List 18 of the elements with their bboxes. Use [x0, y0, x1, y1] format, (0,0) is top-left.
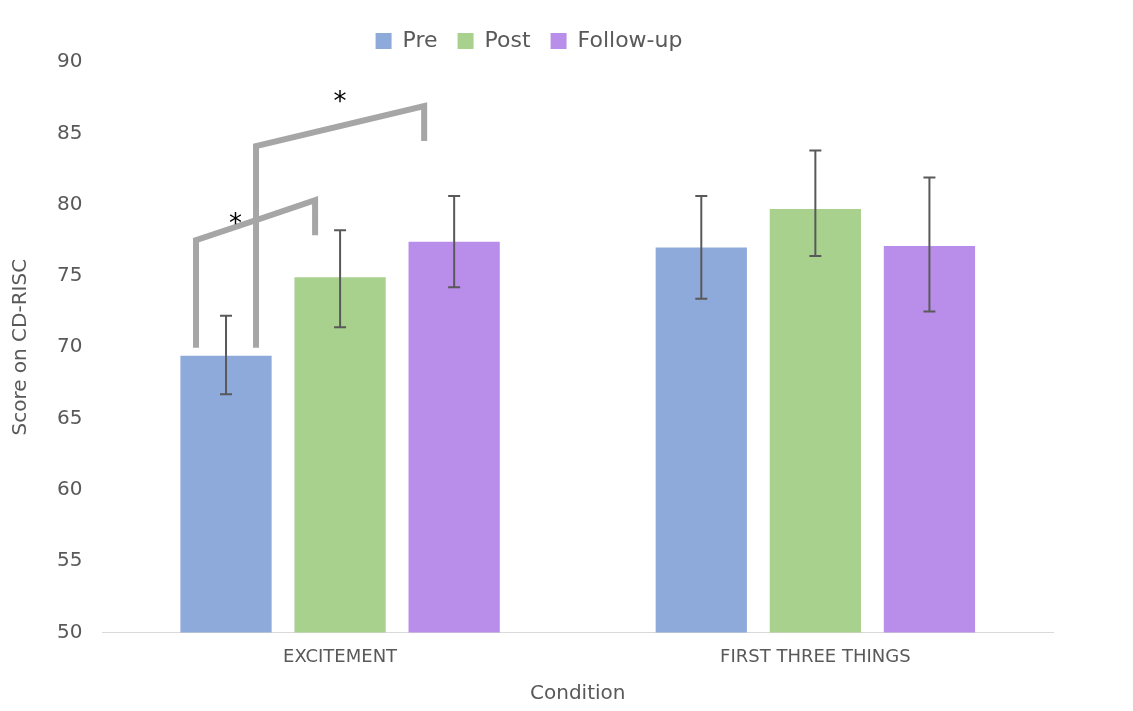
x-tick-label: FIRST THREE THINGS — [720, 644, 911, 666]
y-axis-title: Score on CD-RISC — [7, 258, 32, 436]
legend-label: Pre — [402, 26, 438, 52]
legend-label: Post — [484, 26, 531, 52]
annotation: * — [333, 86, 347, 117]
y-tick-label: 50 — [57, 618, 83, 643]
y-tick-label: 55 — [57, 547, 83, 572]
legend-label: Follow-up — [577, 26, 683, 52]
y-tick-label: 70 — [57, 333, 83, 358]
y-tick-label: 80 — [57, 190, 83, 215]
x-tick-label: EXCITEMENT — [283, 644, 399, 666]
y-tick-label: 90 — [57, 48, 83, 73]
y-tick-label: 65 — [57, 404, 83, 429]
y-tick-label: 60 — [57, 476, 83, 500]
annotation: * — [229, 208, 243, 239]
y-tick-label: 85 — [57, 119, 83, 144]
x-axis-title: Condition — [530, 680, 626, 705]
y-tick-label: 75 — [57, 262, 83, 287]
